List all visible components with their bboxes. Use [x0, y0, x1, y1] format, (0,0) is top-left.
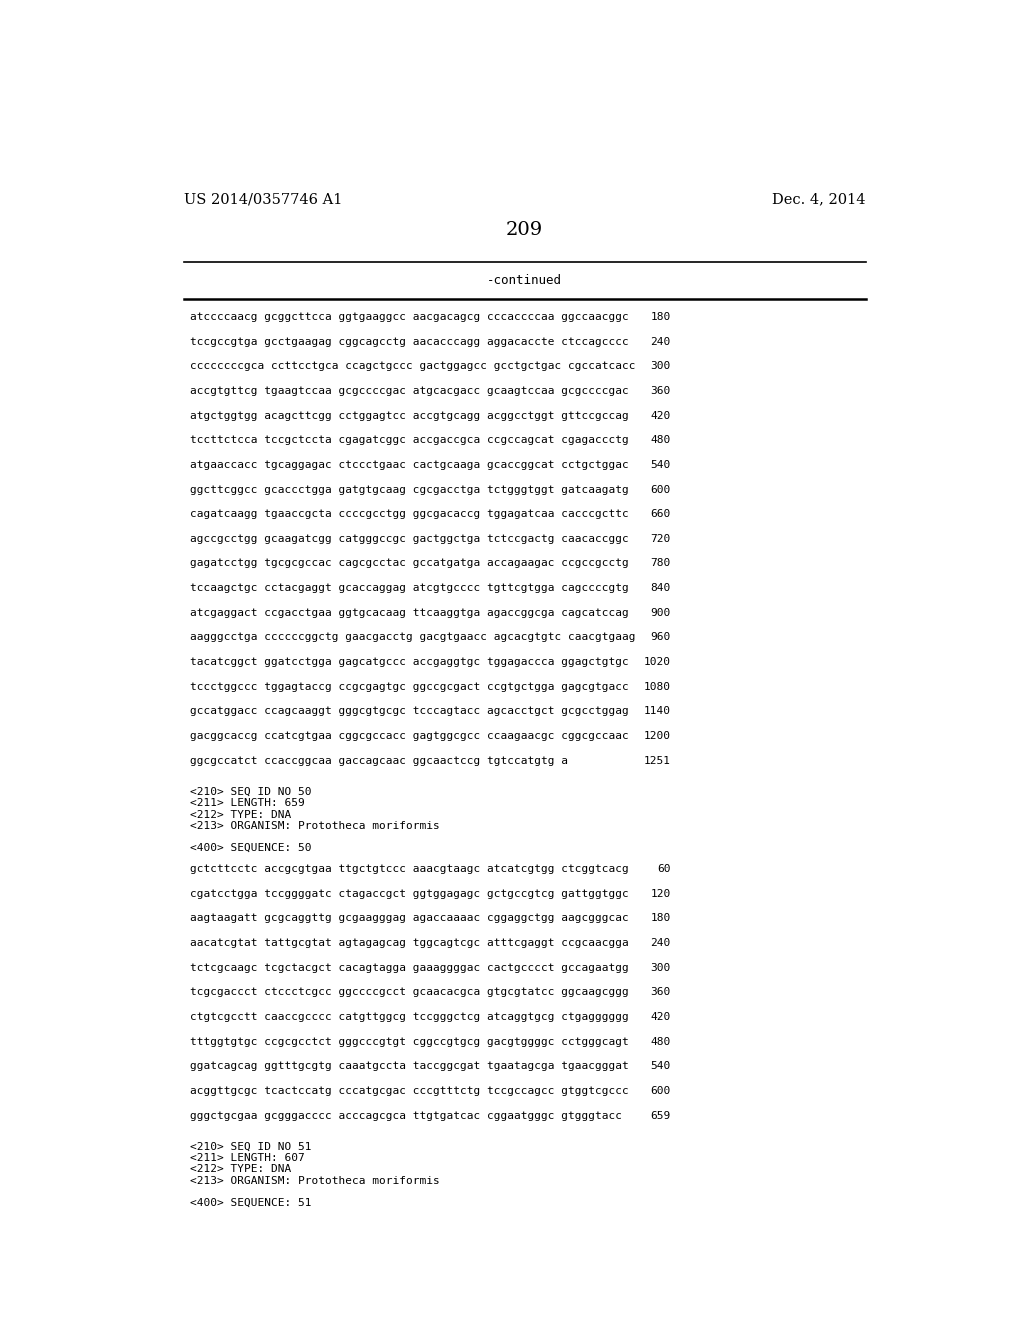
Text: 300: 300 [650, 362, 671, 371]
Text: <400> SEQUENCE: 51: <400> SEQUENCE: 51 [190, 1197, 311, 1208]
Text: 300: 300 [650, 962, 671, 973]
Text: 240: 240 [650, 939, 671, 948]
Text: gccatggacc ccagcaaggt gggcgtgcgc tcccagtacc agcacctgct gcgcctggag: gccatggacc ccagcaaggt gggcgtgcgc tcccagt… [190, 706, 629, 717]
Text: <212> TYPE: DNA: <212> TYPE: DNA [190, 1164, 291, 1175]
Text: <212> TYPE: DNA: <212> TYPE: DNA [190, 809, 291, 820]
Text: 480: 480 [650, 1036, 671, 1047]
Text: aacatcgtat tattgcgtat agtagagcag tggcagtcgc atttcgaggt ccgcaacgga: aacatcgtat tattgcgtat agtagagcag tggcagt… [190, 939, 629, 948]
Text: 1020: 1020 [643, 657, 671, 667]
Text: 480: 480 [650, 436, 671, 445]
Text: <211> LENGTH: 607: <211> LENGTH: 607 [190, 1152, 305, 1163]
Text: 960: 960 [650, 632, 671, 643]
Text: tctcgcaagc tcgctacgct cacagtagga gaaaggggac cactgcccct gccagaatgg: tctcgcaagc tcgctacgct cacagtagga gaaaggg… [190, 962, 629, 973]
Text: <210> SEQ ID NO 51: <210> SEQ ID NO 51 [190, 1142, 311, 1151]
Text: 720: 720 [650, 533, 671, 544]
Text: 1140: 1140 [643, 706, 671, 717]
Text: <213> ORGANISM: Prototheca moriformis: <213> ORGANISM: Prototheca moriformis [190, 1176, 439, 1187]
Text: atgaaccacc tgcaggagac ctccctgaac cactgcaaga gcaccggcat cctgctggac: atgaaccacc tgcaggagac ctccctgaac cactgca… [190, 459, 629, 470]
Text: -continued: -continued [487, 275, 562, 286]
Text: <211> LENGTH: 659: <211> LENGTH: 659 [190, 799, 305, 808]
Text: tccctggccc tggagtaccg ccgcgagtgc ggccgcgact ccgtgctgga gagcgtgacc: tccctggccc tggagtaccg ccgcgagtgc ggccgcg… [190, 681, 629, 692]
Text: tccgccgtga gcctgaagag cggcagcctg aacacccagg aggacaccte ctccagcccc: tccgccgtga gcctgaagag cggcagcctg aacaccc… [190, 337, 629, 347]
Text: aagtaagatt gcgcaggttg gcgaagggag agaccaaaac cggaggctgg aagcgggcac: aagtaagatt gcgcaggttg gcgaagggag agaccaa… [190, 913, 629, 924]
Text: 420: 420 [650, 1012, 671, 1022]
Text: 1200: 1200 [643, 731, 671, 741]
Text: Dec. 4, 2014: Dec. 4, 2014 [772, 193, 866, 206]
Text: 60: 60 [657, 865, 671, 874]
Text: ccccccccgca ccttcctgca ccagctgccc gactggagcc gcctgctgac cgccatcacc: ccccccccgca ccttcctgca ccagctgccc gactgg… [190, 362, 636, 371]
Text: ggcttcggcc gcaccctgga gatgtgcaag cgcgacctga tctgggtggt gatcaagatg: ggcttcggcc gcaccctgga gatgtgcaag cgcgacc… [190, 484, 629, 495]
Text: 180: 180 [650, 913, 671, 924]
Text: 180: 180 [650, 312, 671, 322]
Text: 780: 780 [650, 558, 671, 569]
Text: 840: 840 [650, 583, 671, 593]
Text: tacatcggct ggatcctgga gagcatgccc accgaggtgc tggagaccca ggagctgtgc: tacatcggct ggatcctgga gagcatgccc accgagg… [190, 657, 629, 667]
Text: atgctggtgg acagcttcgg cctggagtcc accgtgcagg acggcctggt gttccgccag: atgctggtgg acagcttcgg cctggagtcc accgtgc… [190, 411, 629, 421]
Text: atccccaacg gcggcttcca ggtgaaggcc aacgacagcg cccaccccaa ggccaacggc: atccccaacg gcggcttcca ggtgaaggcc aacgaca… [190, 312, 629, 322]
Text: tccaagctgc cctacgaggt gcaccaggag atcgtgcccc tgttcgtgga cagccccgtg: tccaagctgc cctacgaggt gcaccaggag atcgtgc… [190, 583, 629, 593]
Text: 659: 659 [650, 1110, 671, 1121]
Text: ctgtcgcctt caaccgcccc catgttggcg tccgggctcg atcaggtgcg ctgagggggg: ctgtcgcctt caaccgcccc catgttggcg tccgggc… [190, 1012, 629, 1022]
Text: gggctgcgaa gcgggacccc acccagcgca ttgtgatcac cggaatgggc gtgggtacc: gggctgcgaa gcgggacccc acccagcgca ttgtgat… [190, 1110, 622, 1121]
Text: 600: 600 [650, 1086, 671, 1096]
Text: 360: 360 [650, 987, 671, 998]
Text: ggatcagcag ggtttgcgtg caaatgccta taccggcgat tgaatagcga tgaacgggat: ggatcagcag ggtttgcgtg caaatgccta taccggc… [190, 1061, 629, 1072]
Text: acggttgcgc tcactccatg cccatgcgac cccgtttctg tccgccagcc gtggtcgccc: acggttgcgc tcactccatg cccatgcgac cccgttt… [190, 1086, 629, 1096]
Text: gctcttcctc accgcgtgaa ttgctgtccc aaacgtaagc atcatcgtgg ctcggtcacg: gctcttcctc accgcgtgaa ttgctgtccc aaacgta… [190, 865, 629, 874]
Text: 540: 540 [650, 459, 671, 470]
Text: 360: 360 [650, 385, 671, 396]
Text: tccttctcca tccgctccta cgagatcggc accgaccgca ccgccagcat cgagaccctg: tccttctcca tccgctccta cgagatcggc accgacc… [190, 436, 629, 445]
Text: tcgcgaccct ctccctcgcc ggccccgcct gcaacacgca gtgcgtatcc ggcaagcggg: tcgcgaccct ctccctcgcc ggccccgcct gcaacac… [190, 987, 629, 998]
Text: cagatcaagg tgaaccgcta ccccgcctgg ggcgacaccg tggagatcaa cacccgcttc: cagatcaagg tgaaccgcta ccccgcctgg ggcgaca… [190, 510, 629, 519]
Text: 660: 660 [650, 510, 671, 519]
Text: 240: 240 [650, 337, 671, 347]
Text: accgtgttcg tgaagtccaa gcgccccgac atgcacgacc gcaagtccaa gcgccccgac: accgtgttcg tgaagtccaa gcgccccgac atgcacg… [190, 385, 629, 396]
Text: aagggcctga ccccccggctg gaacgacctg gacgtgaacc agcacgtgtc caacgtgaag: aagggcctga ccccccggctg gaacgacctg gacgtg… [190, 632, 636, 643]
Text: atcgaggact ccgacctgaa ggtgcacaag ttcaaggtga agaccggcga cagcatccag: atcgaggact ccgacctgaa ggtgcacaag ttcaagg… [190, 607, 629, 618]
Text: gagatcctgg tgcgcgccac cagcgcctac gccatgatga accagaagac ccgccgcctg: gagatcctgg tgcgcgccac cagcgcctac gccatga… [190, 558, 629, 569]
Text: 540: 540 [650, 1061, 671, 1072]
Text: 120: 120 [650, 888, 671, 899]
Text: <210> SEQ ID NO 50: <210> SEQ ID NO 50 [190, 787, 311, 796]
Text: 600: 600 [650, 484, 671, 495]
Text: cgatcctgga tccggggatc ctagaccgct ggtggagagc gctgccgtcg gattggtggc: cgatcctgga tccggggatc ctagaccgct ggtggag… [190, 888, 629, 899]
Text: US 2014/0357746 A1: US 2014/0357746 A1 [183, 193, 342, 206]
Text: 1251: 1251 [643, 755, 671, 766]
Text: agccgcctgg gcaagatcgg catgggccgc gactggctga tctccgactg caacaccggc: agccgcctgg gcaagatcgg catgggccgc gactggc… [190, 533, 629, 544]
Text: gacggcaccg ccatcgtgaa cggcgccacc gagtggcgcc ccaagaacgc cggcgccaac: gacggcaccg ccatcgtgaa cggcgccacc gagtggc… [190, 731, 629, 741]
Text: <400> SEQUENCE: 50: <400> SEQUENCE: 50 [190, 842, 311, 853]
Text: 209: 209 [506, 222, 544, 239]
Text: <213> ORGANISM: Prototheca moriformis: <213> ORGANISM: Prototheca moriformis [190, 821, 439, 832]
Text: tttggtgtgc ccgcgcctct gggcccgtgt cggccgtgcg gacgtggggc cctgggcagt: tttggtgtgc ccgcgcctct gggcccgtgt cggccgt… [190, 1036, 629, 1047]
Text: 900: 900 [650, 607, 671, 618]
Text: 1080: 1080 [643, 681, 671, 692]
Text: 420: 420 [650, 411, 671, 421]
Text: ggcgccatct ccaccggcaa gaccagcaac ggcaactccg tgtccatgtg a: ggcgccatct ccaccggcaa gaccagcaac ggcaact… [190, 755, 568, 766]
